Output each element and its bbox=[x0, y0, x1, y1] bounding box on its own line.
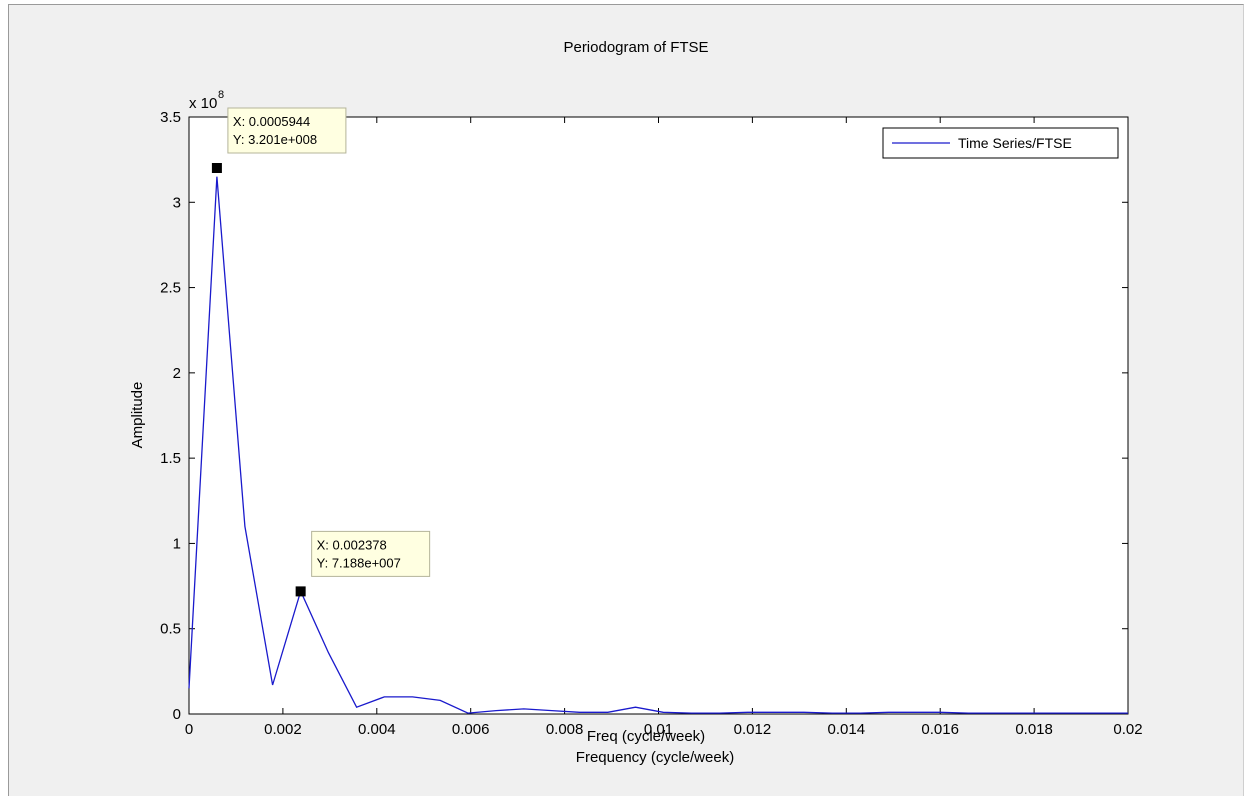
series-line bbox=[188, 176, 1128, 714]
y-tick-label: 2 bbox=[173, 365, 181, 382]
data-tip[interactable]: X: 0.002378 Y: 7.188e+007 bbox=[295, 530, 431, 597]
x-tick-label: 0.016 bbox=[921, 721, 959, 738]
y-tick-label: 0.5 bbox=[160, 621, 181, 638]
x-tick-label: 0.012 bbox=[734, 721, 772, 738]
x-tick-label: 0.014 bbox=[828, 721, 866, 738]
x-tick-label: 0.002 bbox=[264, 721, 302, 738]
y-tick-label: 1.5 bbox=[160, 450, 181, 467]
x-tick-label: 0.004 bbox=[358, 721, 396, 738]
data-tip-x-text: X: 0.002378 bbox=[317, 537, 387, 552]
y-tick-labels: 0 0.5 1 1.5 2 2.5 3 3.5 bbox=[160, 109, 181, 723]
x-tick-label: 0.008 bbox=[546, 721, 584, 738]
legend[interactable]: Time Series/FTSE bbox=[882, 127, 1119, 159]
data-tip-y-text: Y: 7.188e+007 bbox=[317, 555, 401, 570]
x-tick-label: 0 bbox=[185, 721, 193, 738]
y-tick-label: 3 bbox=[173, 194, 181, 211]
x-tick-label: 0.01 bbox=[644, 721, 673, 738]
data-tip-marker[interactable] bbox=[295, 586, 306, 597]
y-tick-label: 2.5 bbox=[160, 280, 181, 297]
chart-title: Periodogram of FTSE bbox=[563, 39, 708, 56]
x-axis-label: Frequency (cycle/week) bbox=[576, 749, 734, 766]
data-tips: X: 0.0005944 Y: 3.201e+008 X: 0.002378 Y: 7… bbox=[211, 107, 431, 597]
y-tick-label: 1 bbox=[173, 535, 181, 552]
x-tick-label: 0.018 bbox=[1015, 721, 1053, 738]
data-tip-marker[interactable] bbox=[211, 163, 222, 174]
x-axis-label-overlap: Freq (cycle/week) bbox=[587, 728, 705, 745]
y-exponent-power: 8 bbox=[218, 89, 224, 101]
legend-entry-label: Time Series/FTSE bbox=[958, 135, 1072, 151]
data-tip-x-text: X: 0.0005944 bbox=[233, 114, 310, 129]
x-tick-label: 0.02 bbox=[1113, 721, 1142, 738]
data-tip-box bbox=[227, 107, 347, 154]
data-tip-y-text: Y: 3.201e+008 bbox=[233, 132, 317, 147]
plot-area[interactable] bbox=[188, 116, 1129, 715]
data-tip[interactable]: X: 0.0005944 Y: 3.201e+008 bbox=[211, 107, 347, 174]
data-tip-box bbox=[311, 530, 431, 577]
x-tick-labels: 0 0.002 0.004 0.006 0.008 0.01 0.012 0.014 0.016… bbox=[185, 721, 1143, 738]
y-axis-label: Amplitude bbox=[129, 382, 146, 449]
series-layer bbox=[188, 176, 1128, 714]
x-tick-label: 0.006 bbox=[452, 721, 490, 738]
y-exponent-base: x 10 bbox=[189, 95, 217, 112]
y-tick-label: 3.5 bbox=[160, 109, 181, 126]
y-tick-label: 0 bbox=[173, 706, 181, 723]
